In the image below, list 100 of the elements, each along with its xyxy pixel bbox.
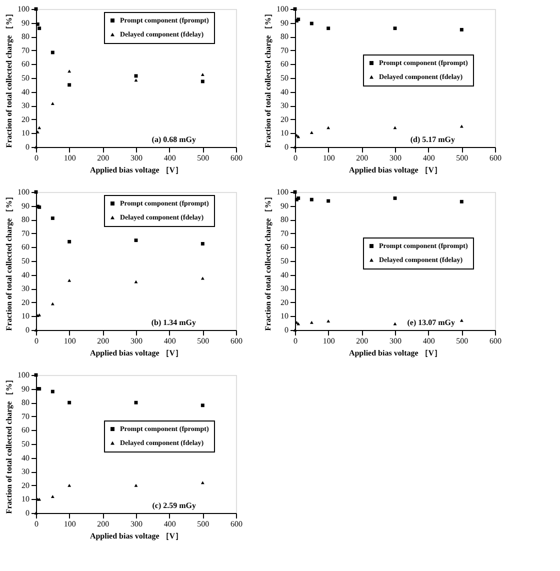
point [460,200,464,204]
y-tick-label: 60 [280,60,288,69]
x-axis-title: Applied bias voltage ［V］ [348,348,442,358]
point [34,146,38,148]
x-tick-label: 600 [230,336,242,346]
x-axis-title: Applied bias voltage ［V］ [90,348,184,358]
y-tick-label: 50 [22,74,30,82]
point [50,102,54,106]
y-tick-label: 10 [280,128,288,138]
y-axis-title: Fraction of total collected charge ［%］ [4,9,14,148]
y-tick-label: 40 [22,87,30,96]
y-axis-title: Fraction of total collected charge ［%］ [264,192,272,331]
point [326,199,330,203]
y-tick-label: 50 [280,256,288,266]
y-tick-label: 90 [22,384,30,394]
point [34,328,38,332]
y-tick-label: 0 [26,508,30,518]
y-axis-title: Fraction of total collected charge ［%］ [4,375,14,514]
y-tick-label: 70 [280,228,288,238]
y-tick-label: 10 [22,494,30,504]
y-tick-label: 80 [22,215,30,224]
point [68,400,72,404]
x-tick-label: 600 [490,336,502,346]
point [393,322,397,326]
y-tick-label: 80 [280,32,288,42]
point [38,26,42,30]
x-tick-label: 300 [130,336,142,346]
point [134,484,138,487]
y-tick-label: 20 [280,114,288,124]
y-tick-label: 10 [280,312,288,321]
x-tick-label: 200 [356,154,368,162]
y-tick-label: 0 [284,326,288,334]
y-tick-label: 30 [280,284,288,294]
y-tick-label: 90 [280,201,288,210]
point [50,50,54,54]
y-tick-label: 70 [280,46,288,55]
x-axis-title: Applied bias voltage ［V］ [348,166,442,174]
y-tick-label: 60 [22,242,30,252]
x-tick-label: 0 [34,520,38,528]
point [296,322,300,326]
x-tick-label: 400 [422,336,435,346]
point [460,318,464,322]
y-tick-label: 40 [22,453,30,462]
y-tick-label: 100 [276,188,288,196]
point [310,320,314,324]
point [293,146,297,148]
point [326,26,330,30]
y-tick-label: 80 [22,32,30,42]
y-tick-label: 20 [280,298,288,307]
point [200,481,204,484]
y-tick-label: 30 [22,467,30,476]
y-tick-label: 30 [22,284,30,294]
point [50,302,54,306]
y-tick-label: 100 [18,4,30,14]
y-tick-label: 100 [18,370,30,380]
y-tick-label: 60 [280,242,288,252]
y-tick-label: 70 [22,412,30,421]
y-tick-label: 100 [18,188,30,196]
point [460,124,464,128]
x-tick-label: 500 [456,154,468,162]
point [310,198,314,202]
point [200,73,204,76]
y-tick-label: 90 [22,18,30,28]
x-tick-label: 300 [390,336,402,346]
y-tick-label: 90 [22,201,30,210]
annotation: (e) 13.07 mGy [407,318,455,327]
y-tick-label: 40 [280,270,288,280]
y-tick-label: 70 [22,46,30,55]
x-tick-label: 200 [356,336,368,346]
x-tick-label: 100 [64,520,76,528]
point [36,22,40,26]
point [68,278,72,282]
annotation: (d) 5.17 mGy [410,135,455,144]
y-tick-label: 20 [22,480,30,490]
y-tick-label: 10 [22,312,30,321]
y-tick-label: 70 [22,228,30,238]
annotation: (a) 0.68 mGy [152,135,196,144]
x-tick-label: 300 [130,154,142,162]
y-tick-label: 20 [22,298,30,307]
annotation: (b) 1.34 mGy [151,318,196,327]
x-tick-label: 200 [97,154,110,162]
x-tick-label: 500 [197,336,210,346]
y-axis-title: Fraction of total collected charge ［%］ [264,9,272,148]
x-tick-label: 400 [164,520,176,528]
point [293,328,297,332]
x-tick-label: 600 [490,154,502,162]
point [200,242,204,246]
y-tick-label: 80 [22,398,30,408]
point [50,216,54,220]
y-tick-label: 50 [280,74,288,82]
y-tick-label: 20 [22,114,30,124]
y-tick-label: 80 [280,215,288,224]
point [200,404,204,408]
y-tick-label: 0 [26,326,30,334]
point [460,28,464,32]
y-tick-label: 40 [22,270,30,280]
x-tick-label: 100 [64,336,76,346]
point [68,240,72,244]
x-tick-label: 200 [97,520,110,528]
point [50,390,54,394]
